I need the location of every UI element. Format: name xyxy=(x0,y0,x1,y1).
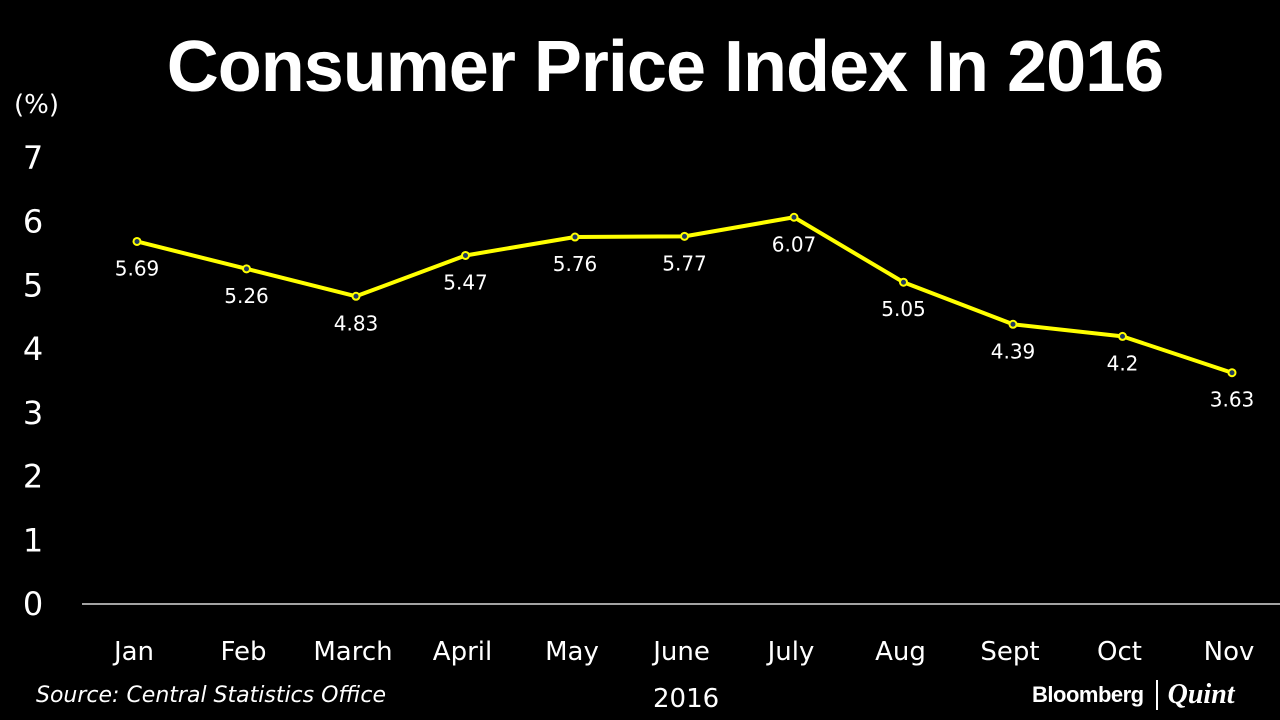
x-tick-label: Jan xyxy=(112,637,154,667)
y-tick-label: 6 xyxy=(23,203,43,241)
source-note: Source: Central Statistics Office xyxy=(36,683,387,708)
x-tick-label: Sept xyxy=(980,637,1039,667)
data-label: 6.07 xyxy=(772,232,817,256)
y-axis-ticks: 0 1 2 3 4 5 6 7 xyxy=(23,139,43,623)
x-tick-label: May xyxy=(545,637,599,667)
x-tick-label: Nov xyxy=(1204,637,1255,667)
y-axis-unit-label: (%) xyxy=(14,90,59,120)
x-axis-ticks: Jan Feb March April May June July Aug Sept Oct Nov xyxy=(112,637,1254,667)
data-point xyxy=(351,291,361,301)
data-label: 5.69 xyxy=(115,256,160,280)
data-label: 5.26 xyxy=(224,284,269,308)
y-tick-label: 4 xyxy=(23,330,43,368)
data-point xyxy=(242,264,251,274)
data-label: 5.76 xyxy=(553,252,598,276)
x-axis-title: 2016 xyxy=(653,684,720,714)
x-tick-label: Feb xyxy=(220,637,266,667)
y-tick-label: 1 xyxy=(23,521,43,559)
data-labels: 5.69 5.26 4.83 5.47 5.76 5.77 6.07 5.05 4.39 4.2 3… xyxy=(115,232,1255,411)
data-label: 3.63 xyxy=(1210,388,1255,412)
chart-title: Consumer Price Index In 2016 xyxy=(166,27,1164,107)
data-label: 4.2 xyxy=(1107,351,1139,375)
brand-logo-bloomberg: Bloomberg xyxy=(1032,682,1144,707)
data-point xyxy=(1118,331,1127,341)
data-label: 5.77 xyxy=(662,251,707,275)
x-tick-label: Aug xyxy=(875,637,926,667)
x-tick-label: June xyxy=(651,637,710,667)
y-tick-label: 2 xyxy=(23,458,43,496)
data-label: 5.05 xyxy=(881,297,926,321)
data-point xyxy=(570,232,580,242)
brand-logo: Bloomberg Quint xyxy=(1032,678,1235,712)
brand-logo-quint: Quint xyxy=(1167,679,1235,710)
data-point xyxy=(132,236,142,246)
data-label: 5.47 xyxy=(443,270,488,294)
data-point xyxy=(789,212,799,222)
series-points xyxy=(132,212,1237,378)
y-tick-label: 3 xyxy=(23,394,43,432)
data-point xyxy=(899,277,908,287)
x-tick-label: Oct xyxy=(1097,637,1142,667)
x-tick-label: March xyxy=(313,637,392,667)
data-label: 4.83 xyxy=(334,311,379,335)
y-tick-label: 5 xyxy=(23,266,43,304)
data-point xyxy=(461,250,470,260)
data-point xyxy=(1008,319,1018,329)
x-tick-label: July xyxy=(766,637,815,667)
y-tick-label: 7 xyxy=(23,139,43,177)
y-tick-label: 0 xyxy=(23,585,43,623)
brand-logo-divider xyxy=(1155,680,1158,710)
x-tick-label: April xyxy=(433,637,492,667)
data-point xyxy=(680,231,689,241)
data-point xyxy=(1227,368,1237,378)
data-label: 4.39 xyxy=(991,339,1036,363)
